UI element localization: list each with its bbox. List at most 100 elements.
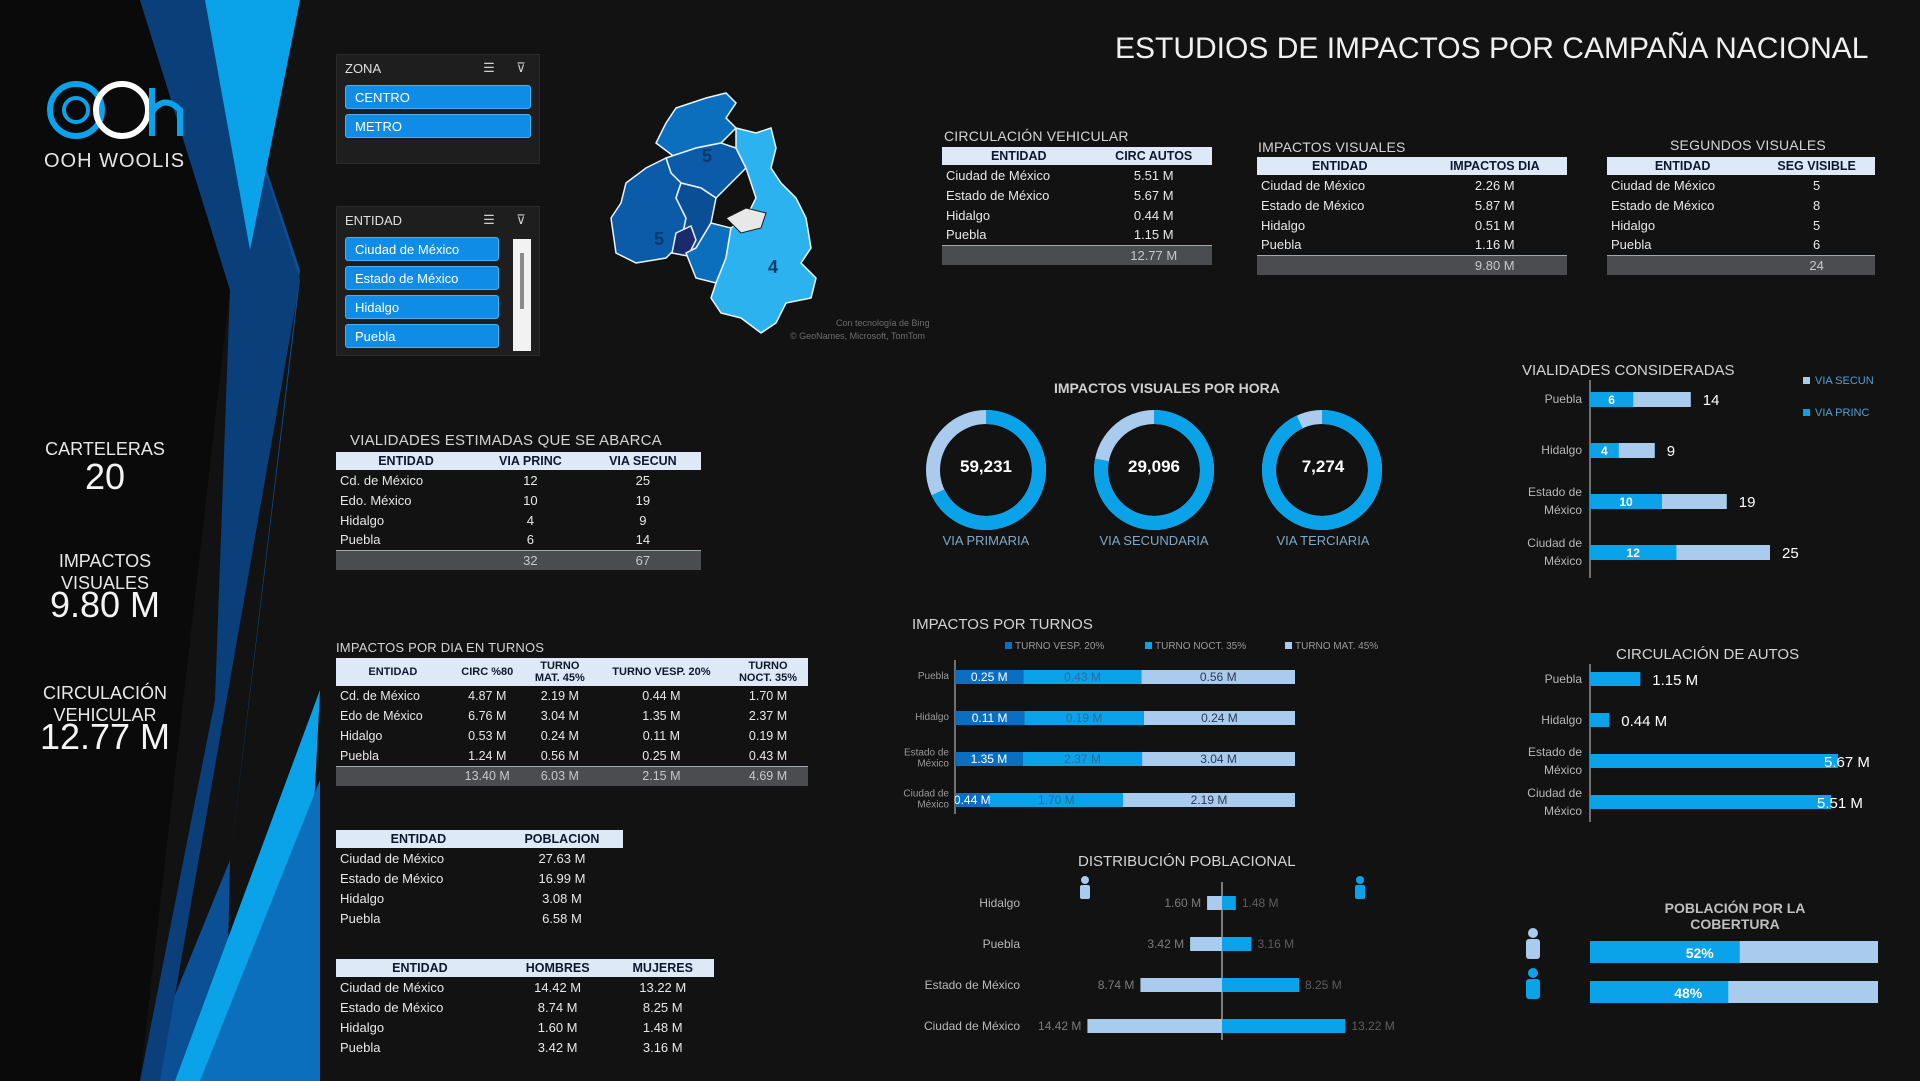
person-icon [1080, 885, 1090, 899]
kpi-value-impactos: 9.80 M [49, 584, 161, 625]
sidebar-decoration [0, 0, 320, 1081]
cobertura-chart: 52% 48% [1526, 928, 1878, 1003]
slicer-zona-title: ZONA [345, 60, 382, 76]
data-label: 3.42 M [1147, 937, 1184, 951]
bar-princ [1590, 494, 1662, 509]
slicer-item-centro[interactable]: CENTRO [345, 85, 531, 109]
map-label: 5 [654, 229, 664, 249]
category-label: Puebla [1545, 392, 1583, 406]
table-row: Hidalgo 3.08 M [340, 890, 582, 906]
donut-value: 59,231 [960, 457, 1012, 476]
legend-label: VIA SECUN [1815, 375, 1874, 387]
table-row: Ciudad de México 5.51 M [946, 167, 1174, 183]
table-row: Estado de México 5.67 M [946, 187, 1174, 203]
category-label: Estado de [1528, 485, 1582, 499]
bar-female [1222, 937, 1252, 951]
clear-filter-icon[interactable]: ⊽ [516, 212, 526, 227]
circ-vehicular-title: CIRCULACIÓN VEHICULAR [944, 128, 1129, 144]
slicer-item-puebla[interactable]: Puebla [345, 324, 499, 348]
slicer-item-hidalgo[interactable]: Hidalgo [345, 295, 499, 319]
legend-swatch [1803, 377, 1810, 384]
map-credit: Con tecnología de Bing [836, 318, 930, 328]
scrollbar[interactable] [513, 239, 531, 351]
person-icon [1356, 876, 1364, 884]
legend-label: TURNO NOCT. 35% [1155, 641, 1246, 652]
bar-segment [1023, 670, 1142, 684]
column-header: SEG VISIBLE [1758, 157, 1875, 175]
bar-princ [1590, 392, 1634, 407]
data-label: 25 [1782, 545, 1799, 562]
bar-male [1190, 937, 1222, 951]
category-label: Ciudad de México [924, 1019, 1020, 1033]
person-icon [1355, 885, 1365, 899]
multi-select-icon[interactable]: ☰ [483, 60, 495, 75]
data-label: 0.11 M [972, 711, 1008, 725]
table-row: Puebla 1.15 M [946, 227, 1174, 243]
data-label: 48% [1674, 985, 1703, 1001]
legend-swatch [1145, 642, 1152, 649]
data-label: 4 [1601, 444, 1608, 458]
region-map[interactable]: 5 5 4 [596, 88, 886, 348]
table-row: Puebla 6.58 M [340, 910, 582, 926]
clear-filter-icon[interactable]: ⊽ [516, 60, 526, 75]
data-label: 13.22 M [1351, 1019, 1394, 1033]
turnos-table: ENTIDAD CIRC %80 TURNO MAT. 45% TURNO VE… [336, 658, 808, 786]
slicer-entidad-title: ENTIDAD [345, 212, 403, 228]
data-label: 0.56 M [1200, 670, 1237, 684]
column-header: ENTIDAD [336, 959, 504, 977]
category-label: México [917, 759, 949, 770]
table-row: Puebla 1.24 M 0.56 M 0.25 M 0.43 M [340, 748, 788, 763]
circ-autos-title: CIRCULACIÓN DE AUTOS [1616, 646, 1800, 663]
total-row: 24 [1607, 254, 1875, 275]
column-header: ENTIDAD [336, 452, 477, 470]
impactos-visuales-title: IMPACTOS VISUALES [1258, 139, 1406, 155]
slicer-item-cdmx[interactable]: Ciudad de México [345, 237, 499, 261]
kpi-label-carteleras: CARTELERAS [45, 439, 165, 459]
kpi-label-circulacion: CIRCULACIÓN VEHICULAR [42, 683, 167, 725]
table-row: Edo. México 10 19 [340, 492, 651, 508]
person-icon [1081, 876, 1089, 884]
donut-charts [926, 410, 1382, 530]
bar-segment [955, 711, 1025, 725]
data-label: 3.16 M [1257, 937, 1294, 951]
table-row: Cd. de México 12 25 [340, 472, 651, 488]
kpi-value-carteleras: 20 [84, 456, 126, 497]
bar-female [1222, 1019, 1346, 1033]
bar-fill [1590, 941, 1740, 963]
map-label: 4 [768, 257, 778, 277]
category-label: Puebla [918, 671, 950, 682]
table-row: Puebla 6 [1611, 237, 1821, 253]
table-row: Hidalgo 0.53 M 0.24 M 0.11 M 0.19 M [340, 729, 788, 743]
data-label: 8.74 M [1098, 978, 1135, 992]
poblacion-table: ENTIDAD POBLACION Ciudad de México 27.63 … [336, 830, 623, 928]
data-label: 0.43 M [1064, 670, 1101, 684]
total-row: 9.80 M [1257, 254, 1567, 275]
table-row: Estado de México 8.74 M 8.25 M [340, 999, 683, 1015]
bar-segment [1123, 793, 1295, 807]
donut-value: 29,096 [1128, 457, 1180, 476]
column-header: HOMBRES [503, 959, 612, 977]
table-row: Hidalgo 0.51 M [1261, 217, 1515, 233]
table-row: Edo de México 6.76 M 3.04 M 1.35 M 2.37 M [340, 709, 788, 723]
category-label: Ciudad de [1527, 536, 1582, 550]
bar-fill [1590, 981, 1729, 1003]
legend-label: TURNO VESP. 20% [1015, 641, 1104, 652]
multi-select-icon[interactable]: ☰ [483, 212, 495, 227]
category-label: Ciudad de [903, 789, 949, 800]
slicer-item-edomex[interactable]: Estado de México [345, 266, 499, 290]
column-header: VIA SECUN [584, 452, 701, 470]
column-header: ENTIDAD [336, 658, 450, 686]
table-row: Hidalgo 5 [1611, 217, 1821, 233]
bar-female [1222, 896, 1236, 910]
male-icon [1526, 939, 1540, 959]
bar-male [1207, 896, 1222, 910]
data-label: 14 [1703, 392, 1720, 409]
category-label: México [1544, 554, 1582, 568]
data-label: 12 [1627, 546, 1641, 560]
bar [1590, 672, 1641, 686]
data-label: 0.25 M [971, 670, 1008, 684]
donut-arc [1094, 410, 1214, 530]
category-label: Estado de [1528, 745, 1582, 759]
slicer-item-metro[interactable]: METRO [345, 114, 531, 138]
vialidades-chart: VIA SECUN VIA PRINC Puebla 6 14 Hidalgo 4 9 Esta… [1527, 375, 1874, 578]
